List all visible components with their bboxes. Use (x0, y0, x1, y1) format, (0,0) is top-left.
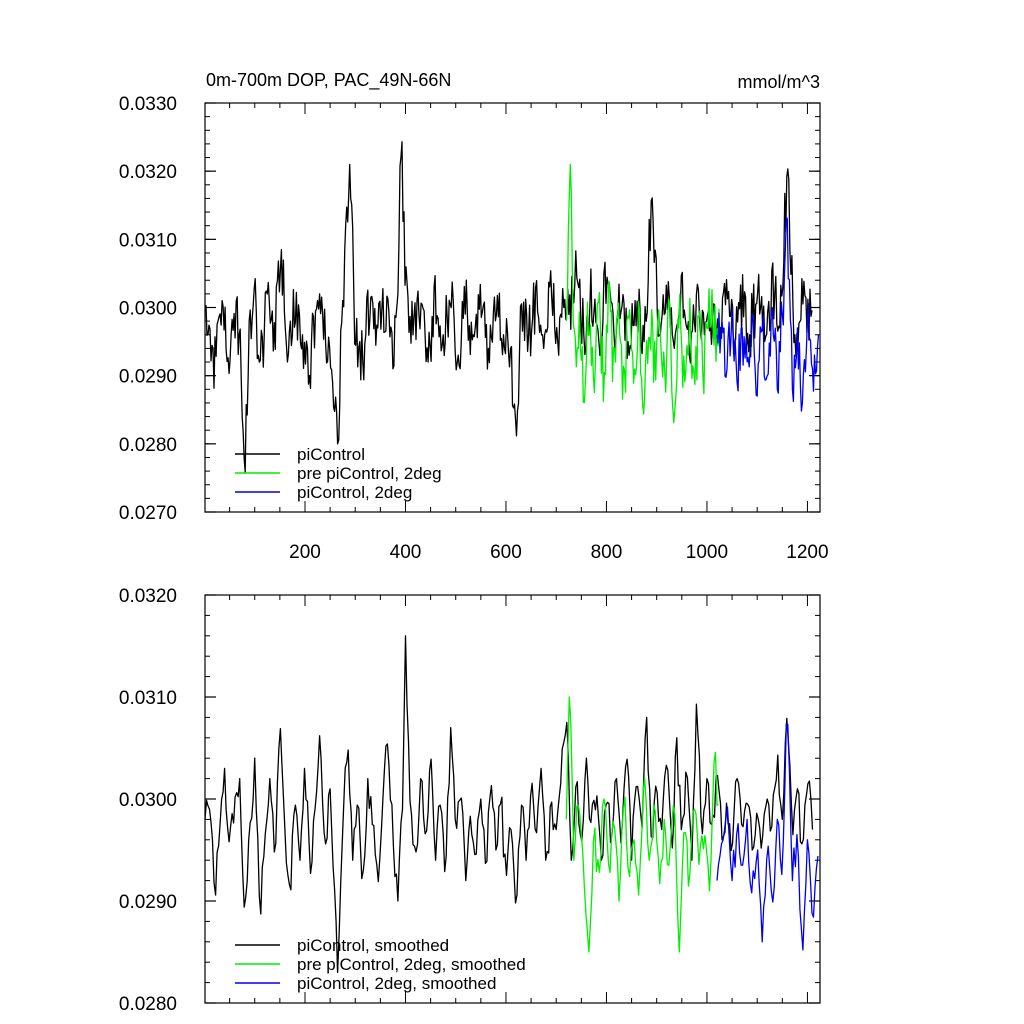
legend-label: pre piControl, 2deg, smoothed (297, 955, 526, 974)
top-panel-title: 0m-700m DOP, PAC_49N-66N (206, 70, 451, 91)
series-line (716, 723, 819, 951)
legend-label: piControl (297, 445, 365, 464)
series-line (565, 696, 719, 953)
x-tick-label: 800 (591, 542, 623, 563)
y-tick-label: 0.0280 (119, 435, 177, 456)
y-tick-label: 0.0290 (119, 367, 177, 388)
y-tick-label: 0.0270 (119, 503, 177, 524)
series-line (565, 163, 720, 424)
legend-label: piControl, 2deg, smoothed (297, 974, 496, 993)
legend-label: pre piControl, 2deg (297, 464, 442, 483)
y-tick-label: 0.0300 (119, 299, 177, 320)
x-tick-label: 1000 (686, 542, 728, 563)
y-tick-label: 0.0290 (119, 892, 177, 913)
y-tick-label: 0.0320 (119, 162, 177, 183)
y-tick-label: 0.0310 (119, 688, 177, 709)
x-tick-label: 400 (390, 542, 422, 563)
x-tick-label: 200 (289, 542, 321, 563)
y-tick-label: 0.0310 (119, 230, 177, 251)
y-tick-label: 0.0300 (119, 790, 177, 811)
top-panel: 0.0270 0.0280 0.0290 0.0300 0.0310 0.0320 0.03… (119, 94, 829, 563)
legend-label: piControl, smoothed (297, 936, 449, 955)
legend-label: piControl, 2deg (297, 483, 412, 502)
y-tick-label: 0.0330 (119, 94, 177, 115)
x-tick-label: 1200 (786, 542, 828, 563)
series-line (204, 141, 813, 473)
y-tick-label: 0.0280 (119, 994, 177, 1015)
y-tick-label: 0.0320 (119, 586, 177, 607)
top-panel-units: mmol/m^3 (738, 72, 820, 92)
x-tick-label: 600 (490, 542, 522, 563)
bottom-panel: 0.0280 0.0290 0.0300 0.0310 0.0320 piControl,… (119, 586, 821, 1015)
series-line (716, 216, 820, 412)
series-line (204, 635, 814, 974)
